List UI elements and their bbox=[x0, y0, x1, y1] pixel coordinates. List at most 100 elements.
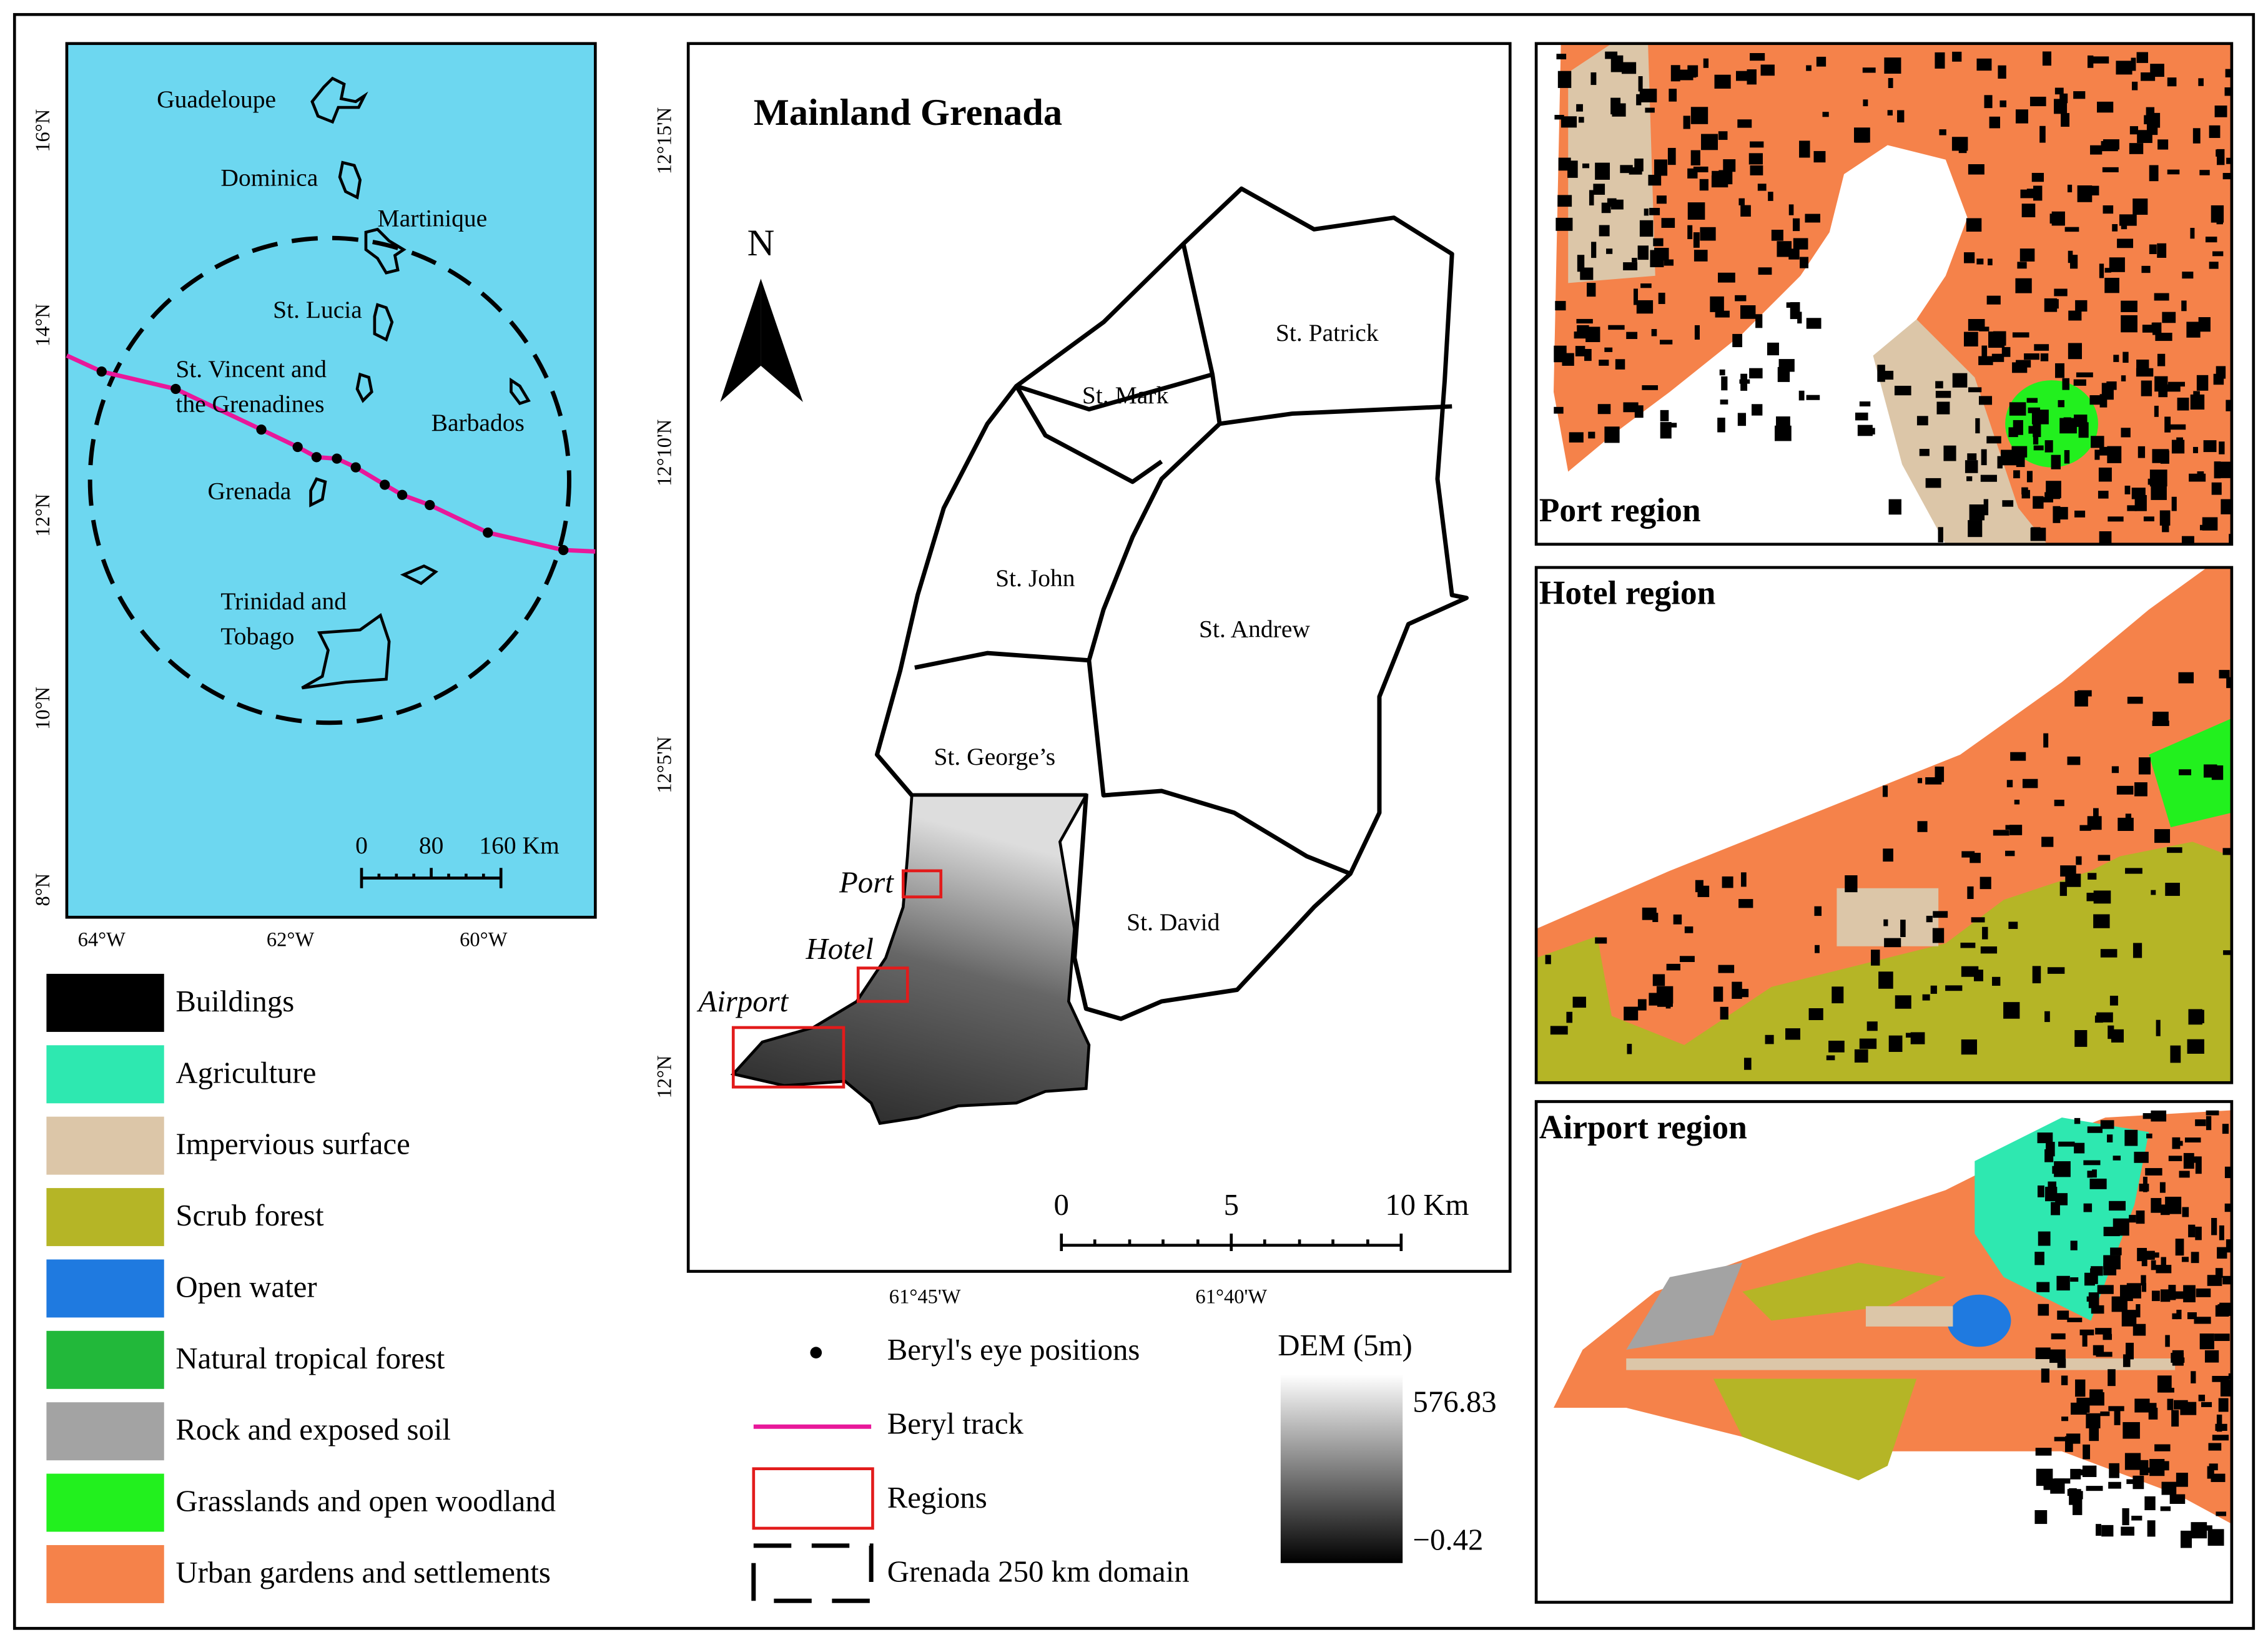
eye-position bbox=[170, 383, 181, 395]
building bbox=[1566, 1011, 1573, 1023]
building bbox=[1805, 214, 1820, 223]
eye-position bbox=[483, 528, 493, 538]
building bbox=[2015, 109, 2028, 124]
building bbox=[2198, 1395, 2206, 1402]
island bbox=[373, 303, 394, 342]
building bbox=[1587, 283, 1596, 297]
building bbox=[2168, 1156, 2182, 1161]
building bbox=[2134, 1151, 2149, 1163]
building bbox=[2192, 446, 2198, 453]
building bbox=[2144, 1496, 2156, 1511]
building bbox=[1712, 170, 1722, 184]
building bbox=[1610, 97, 1621, 115]
building bbox=[2074, 510, 2086, 518]
building bbox=[1978, 356, 1993, 365]
building bbox=[2104, 278, 2119, 293]
building bbox=[1785, 1028, 1800, 1040]
building bbox=[1859, 401, 1871, 407]
building bbox=[1961, 1039, 1978, 1055]
building bbox=[2056, 1275, 2070, 1291]
building bbox=[2044, 440, 2053, 453]
building bbox=[1653, 238, 1664, 247]
building bbox=[2075, 1379, 2086, 1397]
building bbox=[1894, 385, 1911, 396]
scale-label: 80 bbox=[419, 832, 444, 859]
building bbox=[1925, 478, 1941, 488]
building bbox=[2149, 244, 2157, 255]
airport-panel bbox=[1536, 1101, 2232, 1603]
building bbox=[2110, 1247, 2122, 1255]
building bbox=[2217, 1247, 2227, 1259]
building bbox=[1732, 981, 1742, 999]
building bbox=[2121, 428, 2131, 438]
building bbox=[2143, 516, 2154, 522]
building bbox=[1599, 360, 1609, 366]
building bbox=[1967, 453, 1977, 461]
building bbox=[2123, 1354, 2131, 1367]
scale-label: 5 bbox=[1224, 1187, 1239, 1222]
region-label: Airport bbox=[696, 984, 789, 1018]
building bbox=[1639, 89, 1657, 102]
building bbox=[2059, 418, 2077, 434]
building bbox=[2212, 251, 2224, 257]
building bbox=[2181, 536, 2194, 544]
building bbox=[1916, 416, 1928, 426]
building bbox=[2141, 380, 2152, 396]
building bbox=[2079, 825, 2091, 831]
building bbox=[2057, 1358, 2066, 1368]
building bbox=[1878, 971, 1893, 989]
building bbox=[2129, 1215, 2136, 1223]
building bbox=[1932, 928, 1945, 943]
building bbox=[1760, 64, 1775, 76]
building bbox=[2098, 467, 2112, 482]
building bbox=[1743, 1058, 1752, 1070]
eye-position bbox=[558, 544, 569, 556]
panel-title: Hotel region bbox=[1539, 574, 1716, 612]
building bbox=[1687, 225, 1693, 240]
building bbox=[2195, 1119, 2206, 1126]
building bbox=[2131, 57, 2136, 71]
building bbox=[1637, 245, 1649, 260]
building bbox=[2157, 139, 2169, 150]
building bbox=[2054, 1436, 2069, 1441]
building bbox=[2164, 384, 2181, 392]
latitude-label: 16°N bbox=[32, 109, 54, 152]
building bbox=[2116, 61, 2132, 75]
building bbox=[2178, 672, 2194, 684]
building bbox=[1884, 938, 1901, 948]
building bbox=[2222, 172, 2232, 180]
building bbox=[2057, 1310, 2069, 1320]
building bbox=[1963, 331, 1978, 346]
legend-label: Rock and exposed soil bbox=[175, 1412, 451, 1446]
building bbox=[1983, 499, 1989, 516]
building bbox=[2079, 1329, 2094, 1335]
boundary bbox=[1087, 422, 1221, 661]
island bbox=[510, 377, 531, 406]
building bbox=[2154, 829, 2171, 843]
building bbox=[2082, 1465, 2097, 1477]
building bbox=[2145, 1168, 2162, 1176]
building bbox=[2179, 1171, 2190, 1178]
building bbox=[2054, 1478, 2071, 1484]
building bbox=[2113, 1218, 2129, 1236]
building bbox=[2024, 353, 2039, 360]
building bbox=[2216, 1511, 2227, 1516]
eye-position bbox=[380, 479, 390, 490]
sea bbox=[65, 42, 597, 919]
building bbox=[2039, 497, 2053, 503]
building bbox=[1900, 920, 1906, 937]
building bbox=[1968, 520, 1983, 538]
building bbox=[1740, 305, 1756, 319]
dem-surface bbox=[730, 793, 1091, 1125]
region-panels bbox=[1534, 42, 2234, 1604]
building bbox=[2201, 1402, 2212, 1407]
building bbox=[2221, 499, 2232, 514]
building bbox=[2184, 1137, 2201, 1143]
latitude-label: 12°N bbox=[653, 1055, 676, 1098]
building bbox=[2180, 1402, 2197, 1415]
building bbox=[2095, 1328, 2112, 1335]
building bbox=[2207, 1466, 2214, 1479]
building bbox=[1556, 54, 1567, 60]
building bbox=[1866, 1021, 1878, 1031]
building bbox=[2127, 505, 2137, 511]
